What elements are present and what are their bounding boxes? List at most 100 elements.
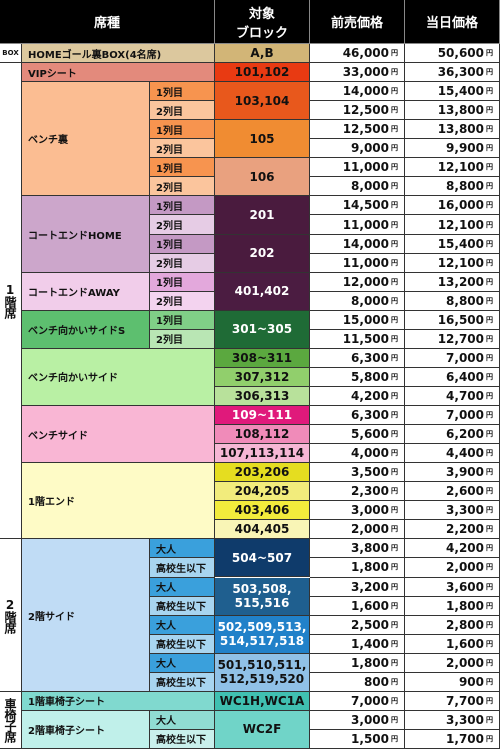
row-label-text: 高校生以下 (156, 563, 206, 575)
price: 4,200 (446, 541, 484, 556)
price-unit: 円 (486, 220, 493, 229)
block-cell: 403,406 (215, 501, 310, 521)
row-label: 大人 (150, 539, 215, 559)
presale-price: 12,500 円 (310, 120, 405, 140)
price-unit: 円 (391, 125, 398, 134)
price-unit: 円 (391, 372, 398, 381)
price: 14,500 (342, 198, 389, 213)
day-price: 3,600 円 (405, 577, 500, 597)
price-unit: 円 (391, 277, 398, 286)
day-price: 13,800 円 (405, 120, 500, 140)
price: 12,000 (342, 274, 389, 289)
price: 3,000 (351, 712, 389, 727)
header-seat: 席種 (0, 0, 215, 44)
block-text: 403,406 (234, 503, 290, 518)
day-price: 3,900 円 (405, 463, 500, 483)
section-text: ベンチ裏 (28, 135, 68, 147)
price-unit: 円 (486, 506, 493, 515)
day-price: 3,300 円 (405, 710, 500, 730)
floor-text: 車椅子席 (3, 697, 17, 742)
day-price: 7,700 円 (405, 691, 500, 711)
presale-price: 3,200 円 (310, 577, 405, 597)
price-unit: 円 (486, 696, 493, 705)
price: 7,000 (446, 350, 484, 365)
price-unit: 円 (391, 468, 398, 477)
price: 6,400 (446, 369, 484, 384)
row-label: 高校生以下 (150, 558, 215, 578)
row-label: 高校生以下 (150, 596, 215, 616)
price-unit: 円 (486, 353, 493, 362)
presale-price: 11,000 円 (310, 215, 405, 235)
row-label-text: 1列目 (156, 278, 183, 290)
presale-price: 11,000 円 (310, 253, 405, 273)
day-price: 1,600 円 (405, 634, 500, 654)
row-label-text: 1列目 (156, 316, 183, 328)
block-text: 105 (249, 131, 275, 146)
day-price: 16,000 円 (405, 196, 500, 216)
price: 2,500 (351, 617, 389, 632)
price: 15,000 (342, 312, 389, 327)
presale-price: 6,300 円 (310, 406, 405, 426)
day-price: 15,400 円 (405, 234, 500, 254)
section-text: 2階車椅子シート (28, 725, 105, 737)
price: 13,800 (437, 103, 484, 118)
header-block: 対象 ブロック (215, 0, 310, 44)
block-cell: 308~311 (215, 348, 310, 368)
presale-price: 3,800 円 (310, 539, 405, 559)
row-label: 1列目 (150, 158, 215, 178)
price: 11,000 (342, 217, 389, 232)
floor-text: 1階席 (3, 283, 17, 319)
price-unit: 円 (486, 372, 493, 381)
day-price: 2,800 円 (405, 615, 500, 635)
price: 9,000 (351, 141, 389, 156)
block-text: 103,104 (234, 93, 290, 108)
price: 13,200 (437, 274, 484, 289)
price-unit: 円 (391, 391, 398, 400)
price: 3,800 (351, 541, 389, 556)
price-unit: 円 (391, 601, 398, 610)
row-label-text: 高校生以下 (156, 678, 206, 690)
row-label-text: 高校生以下 (156, 602, 206, 614)
row-label-text: 1列目 (156, 163, 183, 175)
presale-price: 1,800 円 (310, 653, 405, 673)
price-unit: 円 (486, 449, 493, 458)
day-price: 8,800 円 (405, 291, 500, 311)
block-cell: A,B (215, 44, 310, 64)
price: 6,200 (446, 427, 484, 442)
block-text: 502,509,513, (217, 620, 307, 635)
day-price: 50,600 円 (405, 44, 500, 64)
block-cell: 101,102 (215, 63, 310, 83)
price-unit: 円 (391, 544, 398, 553)
day-price: 6,200 円 (405, 425, 500, 445)
day-price: 4,200 円 (405, 539, 500, 559)
floor-label: 2階席 (0, 539, 22, 692)
row-label: 大人 (150, 710, 215, 730)
day-price: 15,400 円 (405, 82, 500, 102)
price: 12,100 (437, 217, 484, 232)
price-unit: 円 (391, 525, 398, 534)
header-presale: 前売価格 (310, 0, 405, 44)
price-unit: 円 (486, 163, 493, 172)
row-label: 2列目 (150, 177, 215, 197)
section-name: 2階車椅子シート (22, 710, 150, 749)
price: 2,000 (351, 522, 389, 537)
price-unit: 円 (391, 506, 398, 515)
price: 3,300 (446, 503, 484, 518)
day-price: 1,800 円 (405, 596, 500, 616)
day-price: 2,000 円 (405, 558, 500, 578)
price: 2,300 (351, 484, 389, 499)
price-unit: 円 (486, 144, 493, 153)
block-text: 204,205 (234, 484, 290, 499)
price: 2,600 (446, 484, 484, 499)
header-text: 当日価格 (425, 16, 478, 31)
price-unit: 円 (486, 563, 493, 572)
block-text: 514,517,518 (219, 634, 305, 649)
block-cell: 502,509,513, 514,517,518 (215, 615, 310, 654)
presale-price: 3,500 円 (310, 463, 405, 483)
presale-price: 15,000 円 (310, 310, 405, 330)
price: 3,300 (446, 712, 484, 727)
row-label: 1列目 (150, 82, 215, 102)
block-cell: 106 (215, 158, 310, 197)
price-unit: 円 (391, 658, 398, 667)
